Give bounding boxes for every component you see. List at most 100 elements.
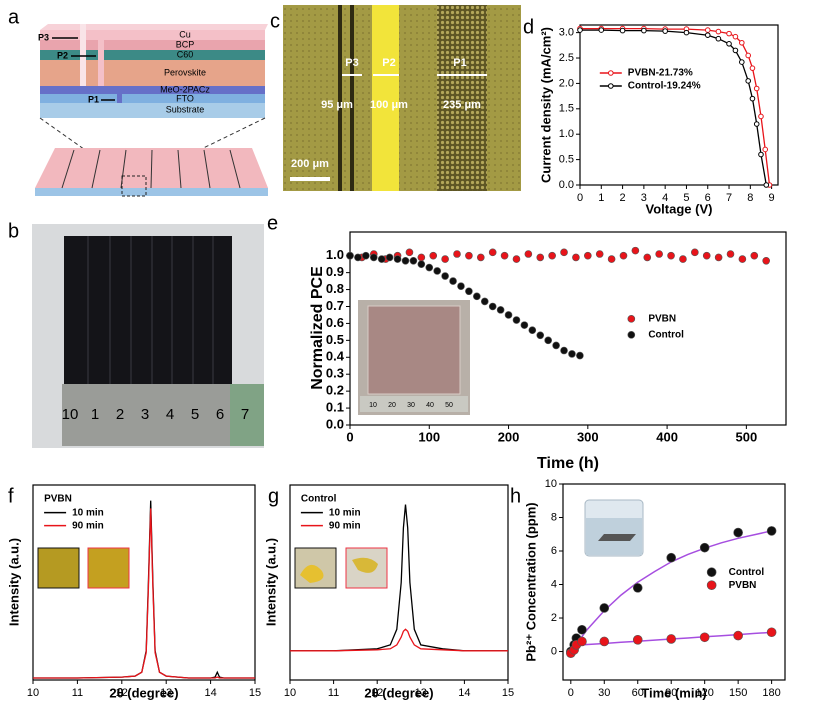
panel-label: f	[8, 485, 14, 507]
chart: 10 11 12 13 14 15 2θ (degree) Intensity (a.u.) P…	[6, 484, 261, 700]
y-tick-label: 4	[551, 578, 557, 590]
marker	[683, 29, 690, 36]
marker	[362, 251, 370, 260]
panel-label: e	[267, 212, 278, 234]
marker	[449, 277, 457, 285]
marker	[409, 256, 418, 265]
marker	[577, 624, 587, 635]
legend-marker	[706, 580, 717, 591]
y-axis-title: Current density (mA/cm²)	[538, 27, 553, 183]
marker	[536, 253, 545, 262]
y-axis-title: Normalized PCE	[309, 266, 326, 390]
y-tick-label: 8	[551, 511, 557, 523]
legend-label: PVBN	[729, 580, 757, 591]
x-tick-label: 90	[665, 687, 677, 699]
y-tick-label: 0.3	[326, 366, 344, 381]
marker	[739, 39, 745, 46]
panel-label: b	[8, 220, 19, 242]
x-tick-label: 11	[328, 687, 339, 699]
marker	[584, 251, 592, 260]
width-label: 95 μm	[321, 99, 353, 111]
width-label: 100 μm	[370, 99, 408, 111]
y-tick-label: 0.0	[559, 179, 574, 191]
ruler-label: 7	[241, 406, 249, 423]
ruler-label: 2	[116, 406, 124, 423]
marker	[512, 255, 521, 263]
y-tick-label: 1.0	[326, 247, 344, 262]
marker	[548, 251, 556, 260]
x-tick-label: 3	[641, 192, 647, 204]
x-tick-label: 500	[736, 429, 758, 444]
marker	[369, 253, 378, 262]
y-tick-label: 1.0	[559, 128, 574, 140]
x-tick-label: 30	[598, 687, 610, 699]
marker	[655, 250, 663, 258]
marker	[643, 253, 652, 262]
x-tick-label: 11	[72, 687, 83, 699]
x-tick-label: 12	[116, 687, 128, 699]
ruler-label: 3	[141, 406, 149, 423]
x-tick-label: 1	[598, 192, 604, 204]
marker	[544, 336, 552, 345]
legend-label: 10 min	[72, 507, 104, 518]
marker	[488, 302, 497, 311]
beaker-icon	[584, 499, 644, 557]
chart: 0 100 200 300 400 500 0.00.1 0.2 0.3 0.4 0.5 0.6 0.7…	[309, 231, 787, 472]
marker	[704, 27, 711, 33]
marker	[354, 253, 362, 262]
marker	[763, 182, 770, 188]
marker	[619, 251, 628, 260]
x-tick-label: 4	[662, 192, 668, 204]
legend-label: PVBN	[648, 313, 676, 324]
marker	[401, 256, 410, 265]
y-tick-label: 0	[551, 645, 557, 657]
marker	[599, 603, 610, 613]
y-tick-label: 0.9	[326, 264, 344, 279]
legend-label: 90 min	[329, 520, 361, 531]
marker	[598, 27, 605, 33]
y-tick-label: 0.6	[326, 315, 344, 330]
marker	[457, 282, 465, 290]
marker	[662, 28, 668, 34]
ruler-label: 50	[445, 402, 453, 409]
marker	[385, 253, 394, 262]
marker	[758, 151, 764, 158]
x-tick-label: 13	[415, 687, 427, 699]
marker	[488, 248, 497, 257]
x-tick-label: 0	[346, 429, 353, 444]
x-axis-title: 2θ (degree)	[109, 685, 178, 700]
legend-marker	[627, 331, 636, 339]
layer-label: FTO	[176, 93, 194, 103]
chart: 0 1 2 3 4 5 6 7 8 9 0.0 0.5 1.0 1.5 2.0 2.5 3.0 Voltage (…	[538, 24, 779, 216]
series-line	[33, 500, 255, 679]
marker	[595, 250, 604, 258]
x-tick-label: 15	[249, 687, 261, 699]
marker	[377, 255, 386, 263]
x-tick-label: 0	[577, 192, 583, 204]
series-line	[33, 508, 255, 679]
marker	[417, 253, 426, 262]
marker	[500, 251, 509, 260]
ruler-label: 30	[407, 402, 415, 409]
plot-frame	[289, 484, 509, 681]
plot-frame	[562, 483, 786, 681]
marker	[762, 146, 769, 153]
y-tick-label: 0.1	[326, 400, 344, 415]
x-tick-label: 9	[769, 192, 775, 204]
marker	[465, 251, 473, 260]
scribe-label: P2	[57, 50, 68, 60]
marker	[631, 246, 640, 255]
marker	[577, 27, 583, 33]
marker	[524, 250, 533, 258]
layer-label: BCP	[176, 39, 195, 49]
marker	[666, 634, 677, 644]
y-tick-label: 2.0	[559, 77, 574, 89]
marker	[632, 634, 643, 645]
marker	[726, 40, 732, 47]
marker	[766, 526, 777, 536]
ruler-label: 40	[426, 402, 434, 409]
ruler-label: 5	[191, 406, 199, 423]
marker	[536, 331, 545, 340]
scribe-label: P3	[38, 32, 49, 42]
x-tick-label: 200	[498, 429, 520, 444]
